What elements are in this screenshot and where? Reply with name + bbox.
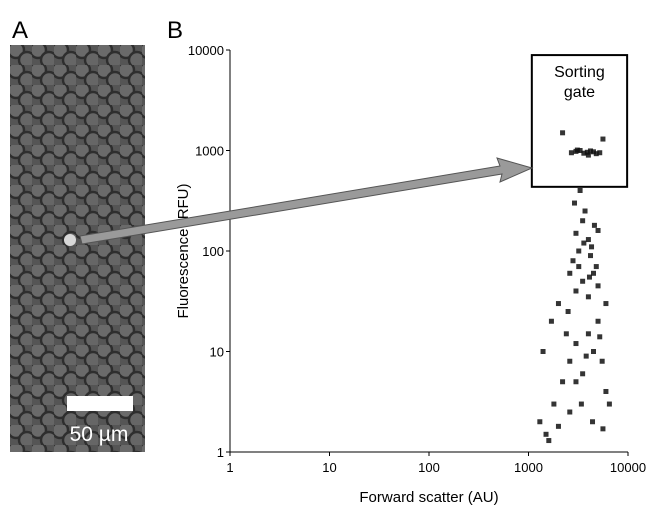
- point: [585, 294, 591, 300]
- point: [595, 283, 601, 289]
- point: [567, 409, 573, 415]
- sorting-gate: [530, 54, 629, 188]
- point: [565, 309, 571, 315]
- x-axis-title: Forward scatter (AU): [359, 489, 498, 506]
- point: [573, 288, 579, 294]
- point: [568, 150, 574, 156]
- point: [603, 388, 609, 394]
- point: [580, 218, 586, 224]
- point: [555, 423, 561, 429]
- point: [563, 331, 569, 337]
- point: [540, 349, 546, 354]
- point: [597, 334, 603, 340]
- point: [573, 341, 579, 347]
- scale-bar: [67, 396, 133, 411]
- point: [555, 301, 561, 307]
- point: [583, 353, 589, 359]
- point: [603, 301, 609, 307]
- panel-label: B: [167, 17, 183, 44]
- point: [551, 401, 557, 407]
- point: [548, 318, 554, 324]
- panel-label: A: [12, 17, 28, 44]
- point: [585, 237, 591, 243]
- x-tick-label: 10: [322, 460, 336, 475]
- point: [593, 151, 599, 157]
- arrow: [79, 157, 534, 245]
- y-axis-title: Fluorescence (RFU): [175, 183, 192, 318]
- x-tick-label: 10000: [610, 460, 646, 475]
- point: [537, 419, 543, 425]
- point: [581, 150, 587, 156]
- point: [560, 379, 566, 385]
- point: [546, 438, 552, 444]
- point: [590, 349, 596, 354]
- y-tick-label: 100: [202, 244, 224, 259]
- point: [573, 379, 579, 385]
- scale-bar-label: 50 µm: [70, 423, 129, 446]
- point: [588, 253, 594, 259]
- point: [570, 258, 576, 264]
- point: [590, 270, 596, 276]
- point: [590, 419, 596, 425]
- point: [593, 264, 599, 270]
- point: [590, 149, 596, 155]
- point: [589, 244, 595, 250]
- x-tick-label: 1: [226, 460, 233, 475]
- point: [585, 331, 591, 337]
- point: [599, 358, 605, 364]
- point: [595, 227, 601, 233]
- point: [595, 318, 601, 324]
- y-tick-label: 1: [217, 445, 224, 460]
- point: [582, 208, 588, 214]
- point: [606, 401, 612, 407]
- point: [588, 148, 594, 154]
- point: [600, 136, 606, 142]
- point: [577, 148, 583, 153]
- point: [580, 278, 586, 284]
- point: [572, 200, 578, 206]
- y-tick-label: 10: [210, 345, 224, 360]
- point: [591, 222, 597, 228]
- point: [567, 358, 573, 364]
- point: [576, 248, 582, 254]
- point: [543, 431, 549, 437]
- point: [573, 230, 579, 236]
- point: [600, 426, 606, 432]
- point: [574, 147, 580, 153]
- y-tick-label: 1000: [195, 144, 224, 159]
- point: [584, 149, 590, 155]
- point: [585, 152, 591, 158]
- point: [567, 270, 573, 276]
- point: [577, 187, 583, 193]
- fluorescent-droplet: [64, 234, 76, 246]
- point: [578, 401, 584, 407]
- gate-label: Sorting: [554, 64, 605, 81]
- point: [576, 264, 582, 270]
- y-tick-label: 10000: [188, 43, 224, 58]
- plot: 1 10 100 1000 10000 1 10 100 1000 10000 Forward sc…: [175, 43, 646, 506]
- x-tick-label: 100: [418, 460, 440, 475]
- x-tick-label: 1000: [514, 460, 543, 475]
- point: [580, 371, 586, 377]
- micrograph: [10, 45, 145, 452]
- point: [560, 130, 566, 136]
- point: [581, 240, 587, 246]
- point: [597, 150, 603, 156]
- point: [586, 274, 592, 280]
- gate-label: gate: [564, 84, 595, 101]
